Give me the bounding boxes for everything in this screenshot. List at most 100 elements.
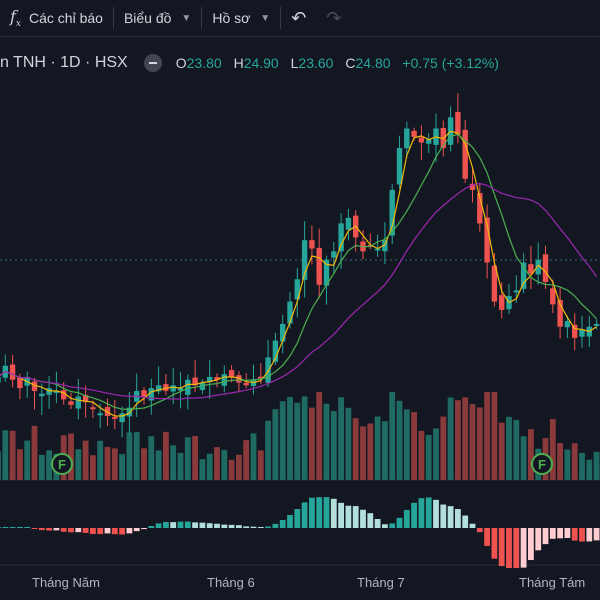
undo-button[interactable]: ↶ — [281, 0, 316, 36]
candle-body — [550, 288, 556, 305]
oscillator-bar — [119, 528, 125, 535]
low-value: 23.60 — [298, 55, 334, 71]
candle-body — [557, 299, 563, 327]
oscillator-bar — [586, 528, 593, 542]
oscillator-bar — [418, 498, 425, 528]
volume-bar — [228, 459, 235, 480]
oscillator-bar — [199, 522, 206, 528]
volume-bar — [396, 400, 403, 480]
candle-body — [17, 377, 23, 389]
volume-bar — [330, 411, 337, 480]
profile-label: Hồ sơ — [212, 10, 251, 26]
x-axis-label: Tháng 6 — [207, 575, 255, 590]
candle-body — [90, 407, 96, 410]
candlestick-series — [0, 93, 600, 438]
candle-body — [309, 240, 315, 249]
oscillator-bar — [53, 528, 60, 531]
volume-bar — [24, 440, 31, 480]
chevron-down-icon: ▼ — [260, 12, 271, 24]
profile-button[interactable]: Hồ sơ ▼ — [202, 0, 280, 36]
oscillator-bar — [90, 528, 96, 534]
chart-type-button[interactable]: Biểu đồ ▼ — [114, 0, 201, 36]
volume-bar — [447, 397, 454, 480]
high-label: H — [233, 55, 244, 71]
volume-bar — [345, 407, 352, 480]
candle-body — [39, 393, 45, 397]
candle-body — [294, 279, 300, 300]
oscillator-bar — [17, 527, 23, 528]
candle-body — [75, 396, 81, 409]
redo-button[interactable]: ↷ — [316, 0, 351, 36]
candle-body — [301, 240, 308, 280]
candle-body — [104, 406, 111, 417]
volume-bar — [257, 450, 264, 480]
oscillator-bar — [330, 498, 337, 528]
candle-body — [265, 357, 271, 383]
volume-bar — [90, 455, 96, 480]
candle-body — [155, 385, 162, 392]
candle-body — [331, 251, 337, 258]
candle-body — [9, 364, 16, 380]
ohlc-values: O23.80 H24.90 L23.60 C24.80 +0.75 (+3.12… — [176, 55, 499, 71]
volume-bar — [133, 432, 140, 480]
oscillator-bar — [323, 497, 330, 528]
indicators-button[interactable]: fx Các chỉ báo — [0, 0, 113, 36]
oscillator-bar — [513, 528, 520, 568]
oscillator-bar — [557, 528, 563, 539]
volume-bar — [338, 397, 344, 480]
volume-bar — [177, 452, 184, 480]
collapse-legend-icon[interactable] — [143, 54, 162, 72]
volume-bar — [352, 418, 359, 480]
volume-bar — [82, 440, 89, 480]
candle-body — [221, 374, 227, 386]
volume-bar — [455, 400, 461, 480]
oscillator-bar — [133, 528, 140, 532]
chevron-down-icon: ▼ — [181, 12, 192, 24]
oscillator-bar — [111, 528, 118, 535]
toolbar-separator — [112, 7, 114, 29]
oscillator-bar — [382, 524, 388, 528]
oscillator-bar — [294, 509, 301, 528]
volume-bar — [403, 409, 410, 480]
oscillator-bar — [9, 527, 16, 528]
oscillator-bar — [163, 522, 169, 528]
volume-bar — [272, 409, 279, 480]
volume-bar — [250, 433, 257, 480]
volume-bar — [214, 447, 220, 480]
candle-body — [119, 413, 125, 423]
oscillator-bar — [75, 528, 82, 533]
symbol-title[interactable]: n TNH · 1D · HSX — [0, 54, 128, 71]
oscillator-bar — [571, 528, 578, 541]
volume-bar — [316, 392, 323, 480]
oscillator-bar — [345, 505, 352, 528]
oscillator-bar — [104, 528, 111, 534]
oscillator-bar — [498, 528, 505, 567]
oscillator-bar — [265, 526, 271, 528]
volume-bar — [360, 426, 366, 480]
volume-bar — [9, 430, 16, 480]
candle-body — [345, 217, 352, 230]
candle-body — [236, 375, 242, 383]
candle-body — [499, 295, 505, 310]
candle-body — [389, 189, 395, 236]
volume-bar — [484, 392, 490, 480]
oscillator-bar — [31, 528, 38, 529]
volume-bar — [148, 436, 155, 480]
oscillator-bar — [184, 521, 191, 528]
indicators-label: Các chỉ báo — [29, 10, 103, 26]
volume-bar — [97, 440, 104, 480]
volume-bar — [170, 445, 177, 480]
volume-bar — [491, 392, 498, 480]
volume-bar — [221, 449, 228, 480]
volume-bar — [31, 425, 38, 480]
volume-bar — [38, 454, 45, 480]
oscillator-bar — [549, 528, 556, 539]
candle-body — [141, 390, 147, 397]
candle-body — [258, 376, 264, 379]
open-label: O — [175, 55, 187, 71]
oscillator-bar — [24, 527, 31, 528]
oscillator-bar — [520, 528, 527, 568]
volume-bar — [184, 437, 191, 480]
volume-bar — [17, 449, 23, 480]
